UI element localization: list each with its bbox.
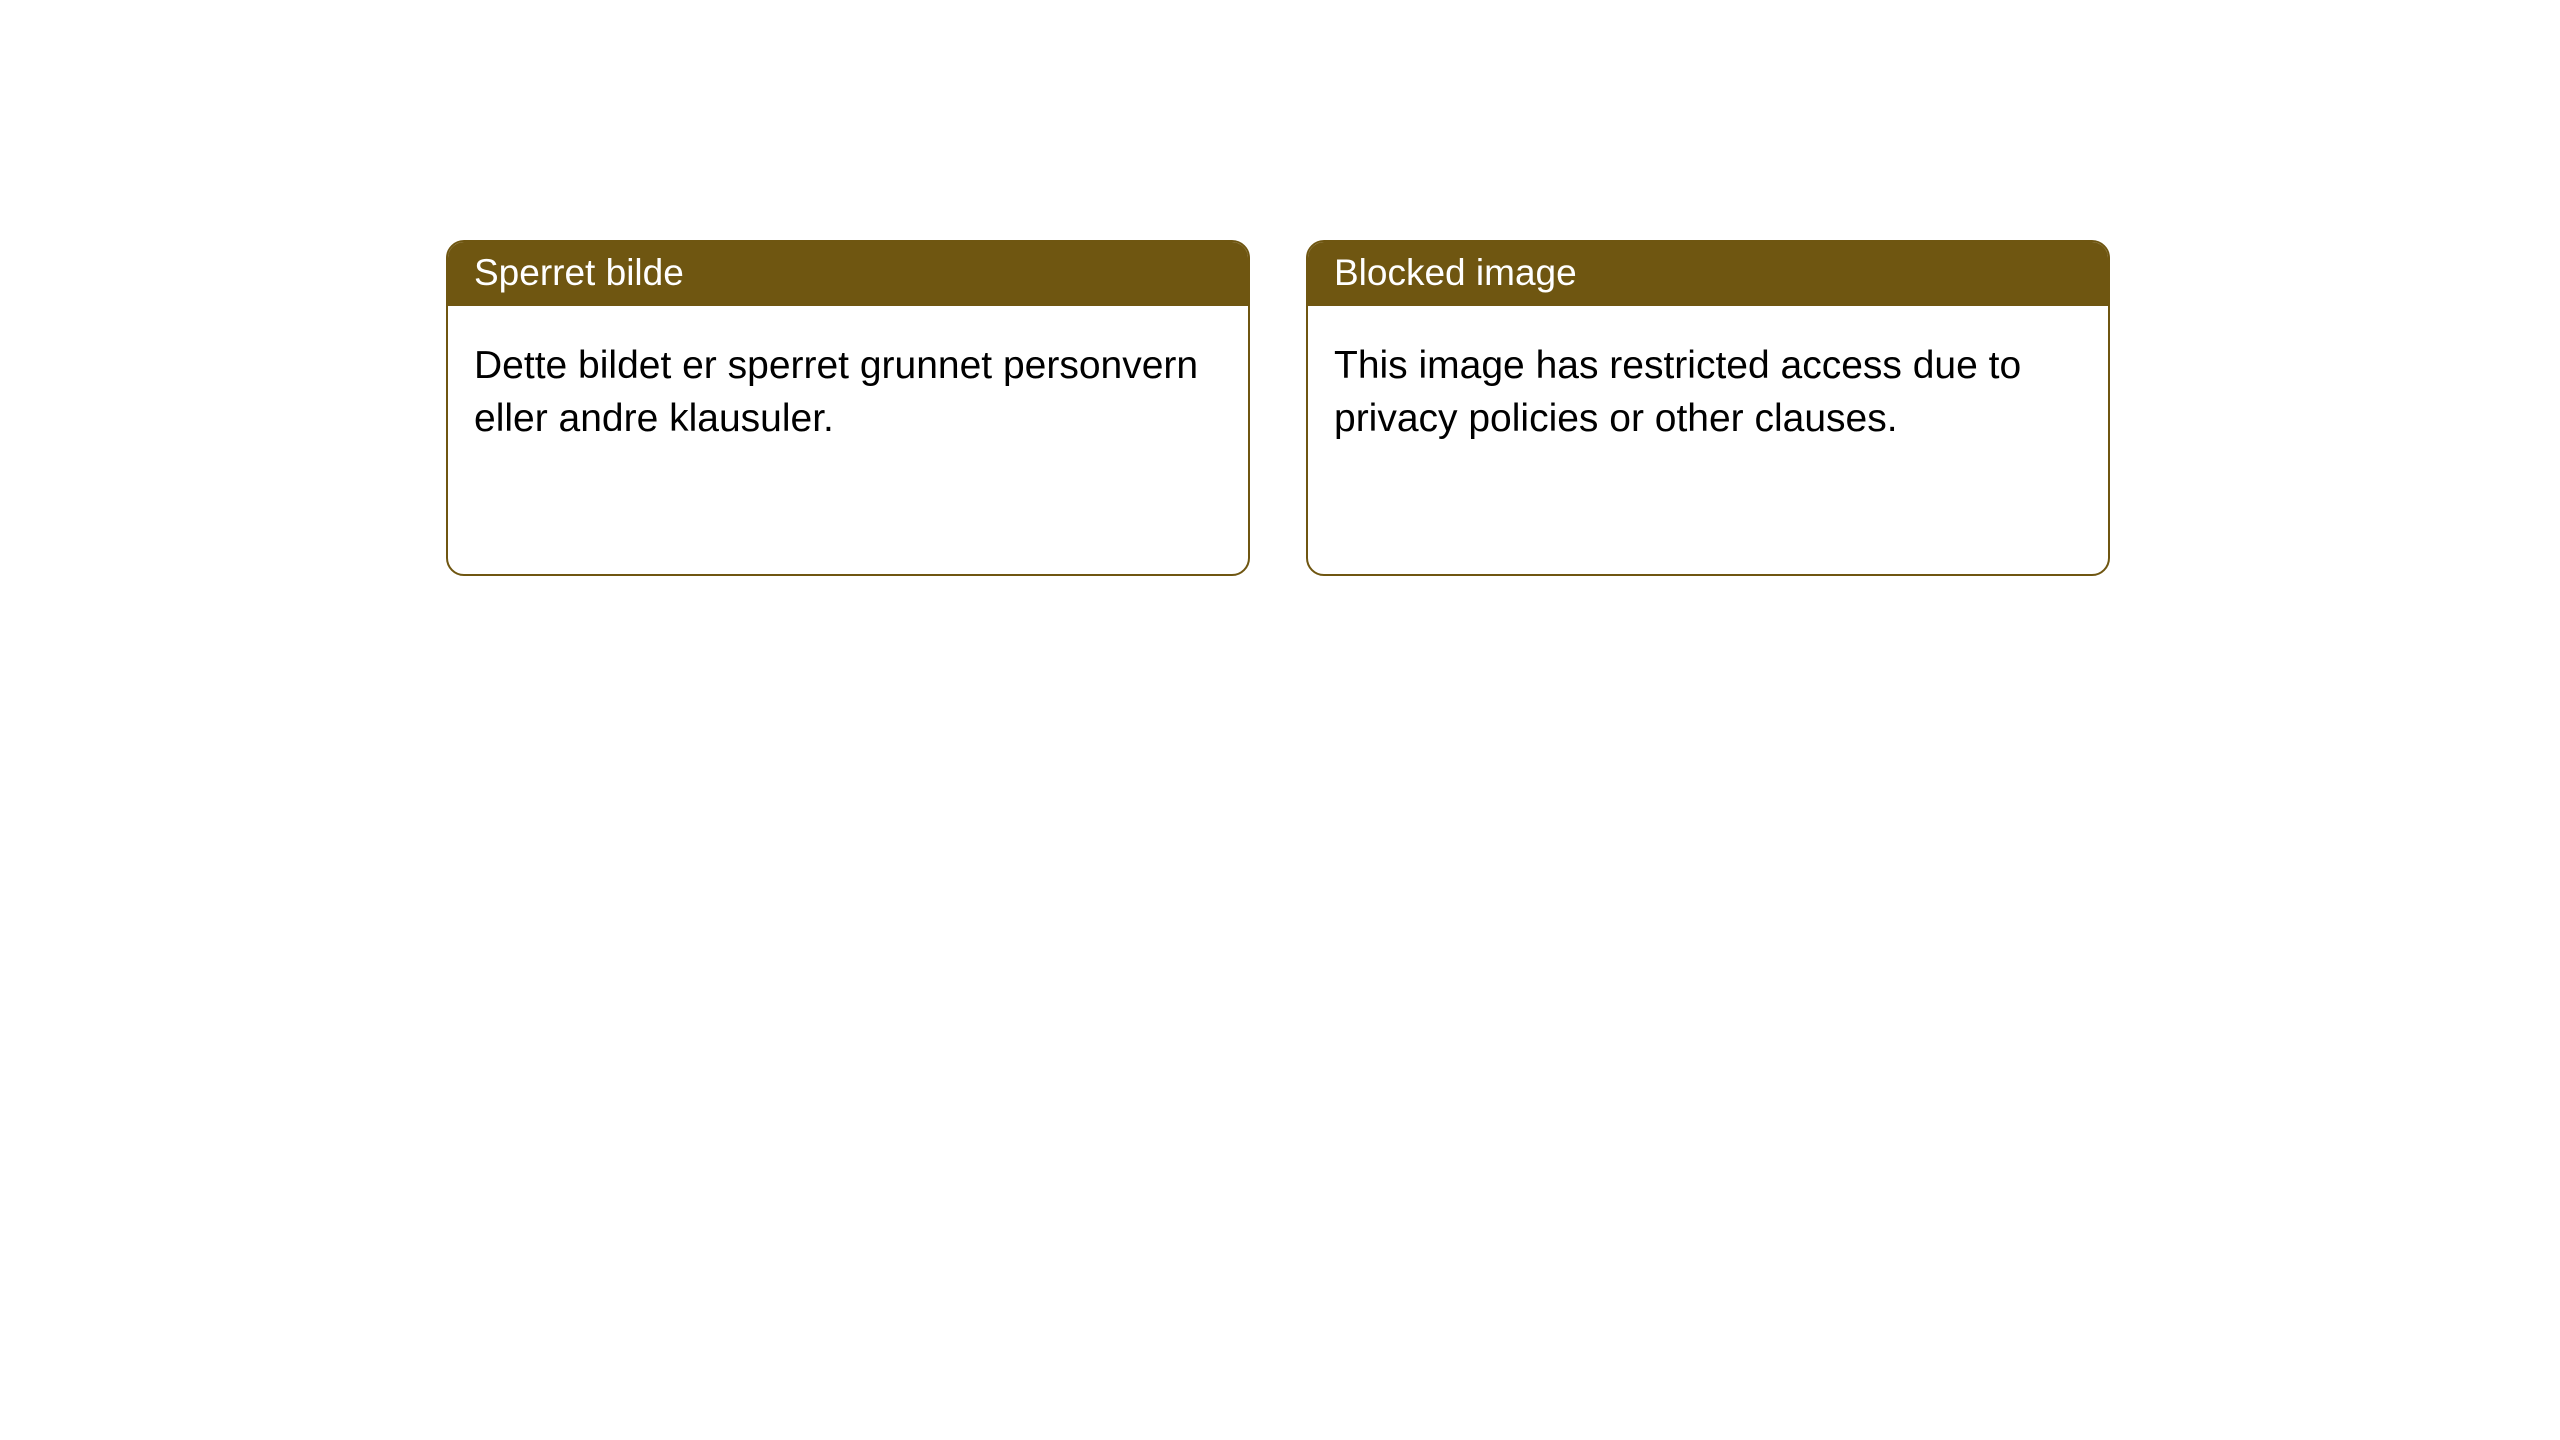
card-header: Blocked image: [1308, 242, 2108, 306]
card-body: This image has restricted access due to …: [1308, 306, 2108, 471]
card-body: Dette bildet er sperret grunnet personve…: [448, 306, 1248, 471]
cards-container: Sperret bilde Dette bildet er sperret gr…: [0, 0, 2560, 576]
card-header: Sperret bilde: [448, 242, 1248, 306]
blocked-image-card-en: Blocked image This image has restricted …: [1306, 240, 2110, 576]
blocked-image-card-no: Sperret bilde Dette bildet er sperret gr…: [446, 240, 1250, 576]
